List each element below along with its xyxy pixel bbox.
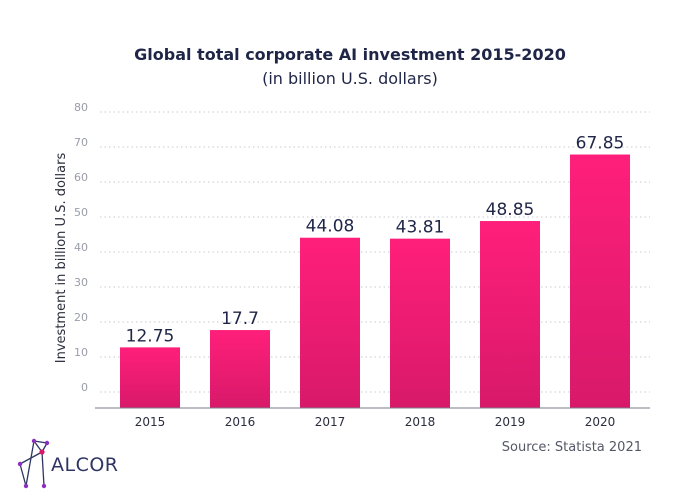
- y-tick-label: 40: [74, 241, 88, 254]
- x-tick-label-2016: 2016: [225, 415, 256, 429]
- y-axis-ticks: 0 10 20 30 40 50 60 70 80: [74, 101, 88, 394]
- bar-2017: [300, 237, 360, 408]
- data-label-2018: 43.81: [396, 218, 445, 238]
- bar-2020: [570, 154, 630, 408]
- x-tick-label-2017: 2017: [315, 415, 346, 429]
- chart-subtitle: (in billion U.S. dollars): [262, 69, 438, 88]
- y-tick-label: 80: [74, 101, 88, 114]
- x-tick-label-2018: 2018: [405, 415, 436, 429]
- chart-title: Global total corporate AI investment 201…: [134, 45, 566, 64]
- y-tick-label: 70: [74, 136, 88, 149]
- x-axis-ticks: 2015 2016 2017 2018 2019 2020: [135, 415, 616, 429]
- x-tick-label-2020: 2020: [585, 415, 616, 429]
- data-label-2020: 67.85: [576, 134, 625, 154]
- y-tick-label: 20: [74, 311, 88, 324]
- data-label-2019: 48.85: [486, 200, 535, 220]
- bar-2019: [480, 221, 540, 408]
- y-tick-label: 60: [74, 171, 88, 184]
- bar-2018: [390, 238, 450, 408]
- y-tick-label: 0: [81, 381, 88, 394]
- bars: [120, 154, 630, 408]
- y-tick-label: 10: [74, 346, 88, 359]
- y-tick-label: 50: [74, 206, 88, 219]
- bar-2016: [210, 330, 270, 408]
- y-tick-label: 30: [74, 276, 88, 289]
- bar-2015: [120, 347, 180, 408]
- x-tick-label-2019: 2019: [495, 415, 526, 429]
- logo-text: ALCOR: [51, 454, 119, 476]
- data-label-2015: 12.75: [126, 326, 175, 346]
- source-note: Source: Statista 2021: [502, 440, 642, 455]
- y-axis-label: Investment in billion U.S. dollars: [54, 153, 69, 364]
- data-labels: 12.75 17.7 44.08 43.81 48.85 67.85: [126, 134, 625, 347]
- constellation-logo-icon: [17, 438, 50, 489]
- data-label-2016: 17.7: [221, 309, 259, 329]
- gridlines: [100, 111, 650, 393]
- x-tick-label-2015: 2015: [135, 415, 166, 429]
- data-label-2017: 44.08: [306, 217, 355, 237]
